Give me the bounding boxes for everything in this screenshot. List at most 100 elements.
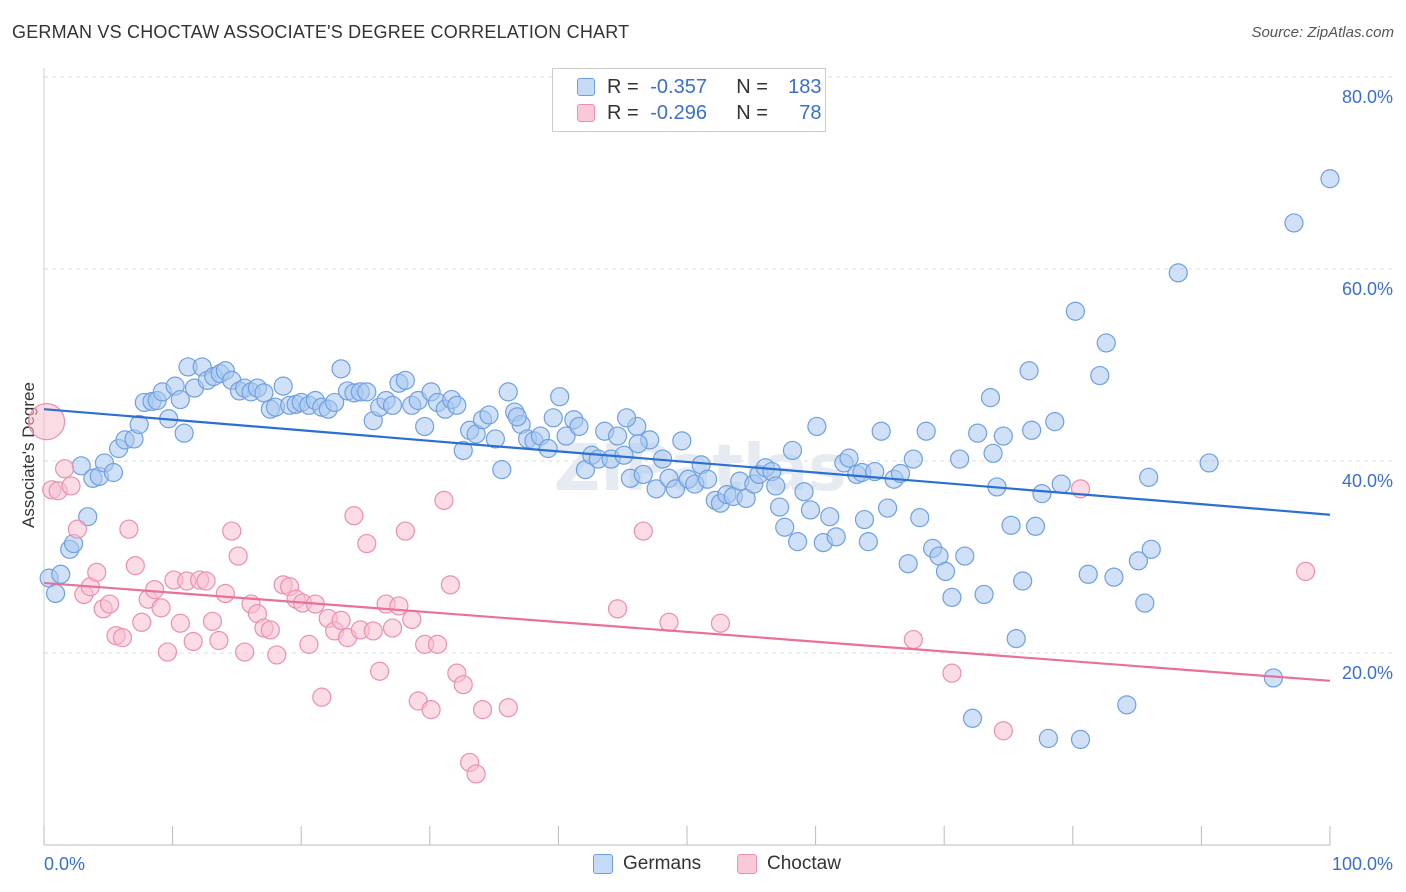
choctaw-point <box>389 596 409 616</box>
choctaw-trend-line <box>43 581 1331 682</box>
choctaw-point <box>125 556 145 576</box>
germans-point <box>1032 484 1052 504</box>
choctaw-point <box>119 519 139 539</box>
bottom-legend-label: Choctaw <box>767 853 841 874</box>
choctaw-point <box>196 571 216 591</box>
choctaw-point <box>87 562 107 582</box>
germans-point <box>769 497 790 517</box>
germans-point <box>826 527 846 547</box>
germans-point <box>1141 539 1161 559</box>
germans-point <box>1135 593 1155 613</box>
germans-point <box>1199 453 1219 473</box>
germans-point <box>170 389 190 410</box>
germans-point <box>498 382 518 402</box>
choctaw-point <box>498 698 518 718</box>
choctaw-point <box>99 594 120 614</box>
germans-point <box>766 476 786 496</box>
germans-point <box>1168 263 1188 283</box>
legend-n-label: N = <box>736 101 774 124</box>
germans-point <box>962 708 983 728</box>
choctaw-point <box>299 634 319 654</box>
choctaw-point <box>151 598 171 618</box>
germans-point <box>898 554 918 574</box>
germans-point <box>955 546 975 566</box>
germans-point <box>538 438 558 459</box>
germans-point <box>395 370 415 390</box>
germans-point <box>1038 728 1058 749</box>
choctaw-point <box>370 661 390 681</box>
choctaw-point <box>903 629 923 650</box>
legend-r-value: -0.357 <box>650 75 707 98</box>
germans-point <box>993 426 1013 446</box>
germans-point <box>800 500 821 520</box>
germans-point <box>1051 474 1071 494</box>
germans-point <box>331 359 351 379</box>
choctaw-point <box>942 663 962 683</box>
germans-point <box>980 388 1001 408</box>
germans-point <box>890 463 911 484</box>
germans-point <box>1078 564 1098 584</box>
y-tick-label: 80.0% <box>1342 87 1393 107</box>
germans-point <box>492 460 512 480</box>
source-label: Source: ZipAtlas.com <box>1251 24 1394 41</box>
germans-point <box>273 376 293 396</box>
legend-r-label: R = <box>607 75 645 98</box>
legend-n-value: 183 <box>788 75 822 98</box>
germans-point <box>479 405 499 425</box>
choctaw-point <box>659 612 679 632</box>
germans-point <box>1128 551 1148 571</box>
germans-point <box>910 508 930 528</box>
germans-point <box>1019 361 1039 381</box>
choctaw-point <box>61 476 81 496</box>
choctaw-point <box>402 609 422 630</box>
germans-point <box>878 498 898 518</box>
germans-point <box>1104 567 1124 587</box>
germans-point <box>1013 571 1033 591</box>
choctaw-point <box>395 521 415 541</box>
legend-row-choctaw: R = -0.296 N = 78 <box>577 101 822 125</box>
germans-point <box>775 517 795 537</box>
choctaw-point <box>67 519 88 539</box>
choctaw-point <box>132 612 152 632</box>
legend-r-value: -0.296 <box>650 101 707 124</box>
germans-point <box>485 429 505 449</box>
choctaw-point <box>202 611 223 631</box>
germans-point <box>983 443 1003 463</box>
choctaw-point <box>267 645 287 665</box>
germans-point <box>1006 628 1026 649</box>
choctaw-point <box>183 631 203 652</box>
germans-point <box>543 408 563 428</box>
germans-point <box>854 509 875 530</box>
germans-point <box>820 507 840 527</box>
choctaw-point <box>312 687 332 707</box>
choctaw-point <box>215 583 235 604</box>
germans-point <box>1284 213 1304 233</box>
choctaw-point <box>421 700 441 720</box>
germans-point <box>697 469 718 489</box>
legend-r-label: R = <box>607 101 645 124</box>
choctaw-point <box>453 675 473 695</box>
choctaw-point <box>344 506 364 526</box>
choctaw-point <box>54 459 75 479</box>
choctaw-point <box>472 700 493 720</box>
choctaw-point <box>112 628 133 648</box>
choctaw-swatch <box>737 854 757 874</box>
y-tick-label: 20.0% <box>1342 663 1393 683</box>
germans-point <box>782 440 803 461</box>
germans-point <box>382 395 403 415</box>
bottom-legend-germans: Germans <box>593 852 701 876</box>
choctaw-swatch <box>577 104 595 122</box>
germans-point <box>1096 333 1116 353</box>
germans-point <box>569 416 589 437</box>
choctaw-point <box>434 490 454 510</box>
legend-n-label: N = <box>736 75 774 98</box>
y-tick-label: 60.0% <box>1342 279 1393 299</box>
germans-point <box>1090 365 1110 386</box>
choctaw-point <box>222 521 242 541</box>
choctaw-point <box>228 546 248 566</box>
germans-point <box>1070 729 1091 750</box>
germans-point <box>453 440 473 461</box>
choctaw-point <box>209 630 229 651</box>
germans-point <box>1139 467 1159 487</box>
